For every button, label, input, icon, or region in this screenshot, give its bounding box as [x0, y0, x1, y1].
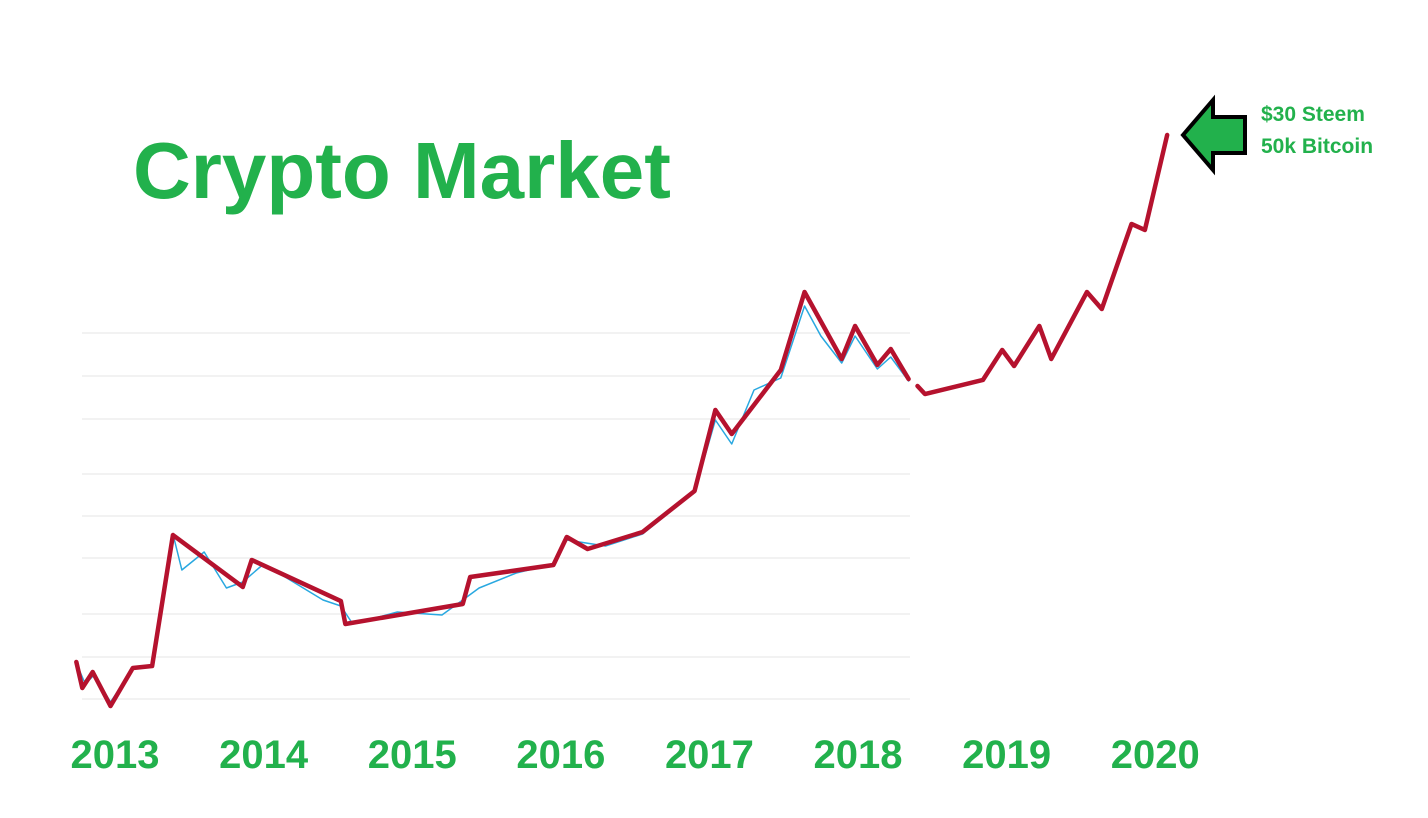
line-series: [915, 132, 1170, 397]
annotation: 50k Bitcoin: [1261, 135, 1373, 158]
x-tick-label: 2015: [368, 733, 457, 777]
chart-title: Crypto Market: [133, 126, 671, 215]
x-tick-label: 2013: [70, 733, 159, 777]
x-tick-label: 2016: [516, 733, 605, 777]
x-tick-label: 2020: [1111, 733, 1200, 777]
x-tick-label: 2014: [219, 733, 309, 777]
x-tick-label: 2017: [665, 733, 754, 777]
x-tick-label: 2018: [814, 733, 903, 777]
arrow: [1180, 94, 1247, 176]
line-series: [74, 289, 911, 709]
x-tick-label: 2019: [962, 733, 1051, 777]
annotation: $30 Steem: [1261, 103, 1365, 126]
